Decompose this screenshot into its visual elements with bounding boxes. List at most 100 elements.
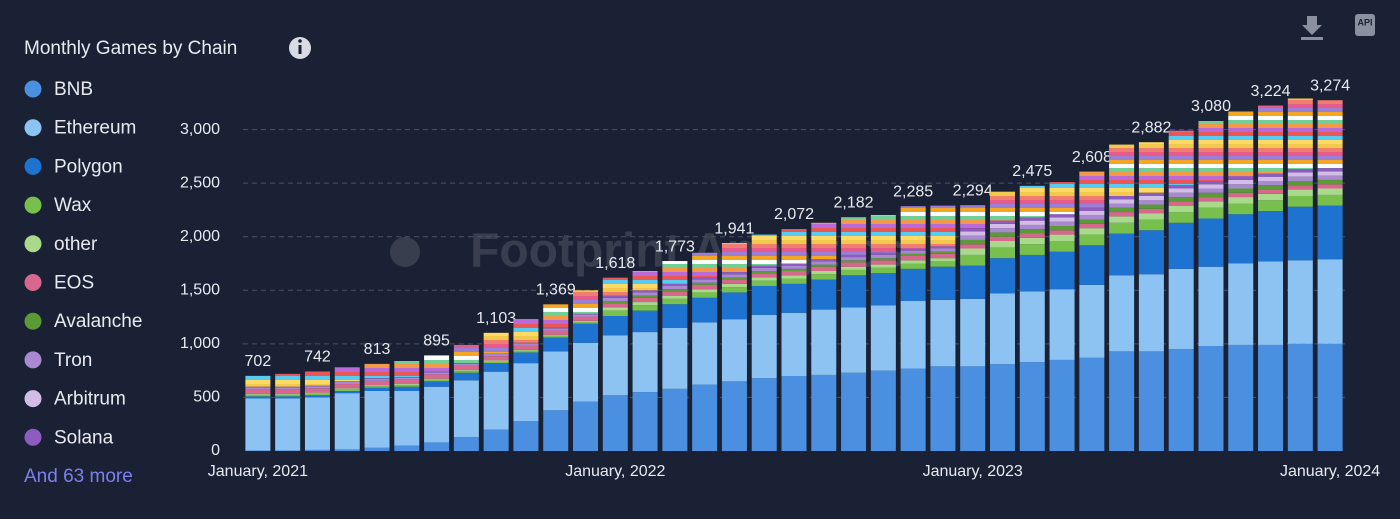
bar-segment bbox=[751, 271, 777, 274]
bar-segment bbox=[543, 335, 569, 338]
bar-segment bbox=[424, 378, 450, 380]
x-tick-label: January, 2024 bbox=[1280, 463, 1380, 480]
bar-segment bbox=[1049, 251, 1075, 290]
legend-swatch bbox=[24, 119, 42, 137]
bar-segment bbox=[602, 316, 628, 336]
bar-segment bbox=[513, 349, 539, 351]
bar-segment bbox=[811, 271, 837, 275]
bar-segment bbox=[1049, 289, 1075, 360]
bar-segment bbox=[304, 392, 330, 394]
bar-segment bbox=[632, 297, 658, 303]
bar-segment bbox=[573, 321, 599, 324]
bar-segment bbox=[602, 303, 628, 308]
bar-segment bbox=[632, 302, 658, 306]
bar-segment bbox=[841, 262, 867, 267]
bar-segment bbox=[930, 258, 956, 262]
bar-segment bbox=[1019, 233, 1045, 238]
bar-segment bbox=[453, 370, 479, 372]
bar-segment bbox=[1287, 98, 1313, 170]
bar-segment bbox=[1019, 217, 1045, 221]
bar-segment bbox=[1109, 144, 1135, 196]
bar-segment bbox=[1198, 201, 1224, 208]
bar-segment bbox=[334, 389, 360, 391]
bar-segment bbox=[1258, 176, 1284, 181]
bar-segment bbox=[1228, 344, 1254, 451]
bar-segment bbox=[1109, 196, 1135, 200]
bar-segment bbox=[573, 290, 599, 314]
bar-segment bbox=[692, 289, 718, 293]
bar-segment bbox=[960, 248, 986, 255]
bar-segment bbox=[692, 322, 718, 385]
bar-segment bbox=[721, 272, 747, 275]
bar-segment bbox=[453, 344, 479, 364]
legend-swatch bbox=[24, 428, 42, 446]
bar-segment bbox=[870, 254, 896, 259]
bar-segment bbox=[602, 277, 628, 296]
bar-segment bbox=[811, 274, 837, 280]
bar-segment bbox=[304, 393, 330, 396]
bar-segment bbox=[632, 305, 658, 311]
bar-segment bbox=[1198, 197, 1224, 202]
bar-segment bbox=[1228, 192, 1254, 198]
bar-segment bbox=[1079, 207, 1105, 211]
info-icon[interactable] bbox=[289, 37, 311, 59]
bar-segment bbox=[1138, 208, 1164, 214]
bar-segment bbox=[1287, 172, 1313, 177]
bar-segment bbox=[721, 279, 747, 284]
bar-segment bbox=[1109, 212, 1135, 217]
bar-segment bbox=[1079, 219, 1105, 224]
bar-segment bbox=[1109, 203, 1135, 208]
bar-segment bbox=[513, 342, 539, 344]
bar-segment bbox=[900, 253, 926, 256]
bar-segment bbox=[1287, 189, 1313, 196]
bar-segment bbox=[483, 360, 509, 362]
bar-segment bbox=[1109, 351, 1135, 451]
bar-segment bbox=[1079, 215, 1105, 220]
bar-segment bbox=[811, 222, 837, 260]
bar-segment bbox=[1138, 196, 1164, 201]
bar-segment bbox=[1198, 121, 1224, 181]
bar-segment bbox=[1168, 185, 1194, 189]
bar-segment bbox=[424, 371, 450, 373]
bar-segment bbox=[1138, 230, 1164, 275]
bar-segment bbox=[573, 323, 599, 343]
bar-segment bbox=[692, 277, 718, 280]
bar-segment bbox=[1138, 219, 1164, 231]
bar-segment bbox=[870, 273, 896, 306]
bar-segment bbox=[1287, 260, 1313, 344]
bar-segment bbox=[930, 253, 956, 259]
legend-label: Wax bbox=[54, 195, 92, 216]
bar-segment bbox=[334, 449, 360, 451]
bar-segment bbox=[543, 410, 569, 451]
bar-segment bbox=[900, 260, 926, 264]
bar-segment bbox=[1079, 357, 1105, 451]
bar-segment bbox=[811, 266, 837, 271]
bar-segment bbox=[543, 337, 569, 352]
bar-segment bbox=[870, 305, 896, 371]
bar-segment bbox=[364, 386, 390, 388]
bar-segment bbox=[424, 374, 450, 379]
bar-segment bbox=[632, 292, 658, 296]
bar-segment bbox=[632, 392, 658, 451]
api-icon[interactable]: API bbox=[1355, 14, 1375, 36]
bar-segment bbox=[1049, 214, 1075, 218]
bar-segment bbox=[841, 266, 867, 270]
bar-segment bbox=[930, 266, 956, 300]
bar-segment bbox=[1228, 188, 1254, 193]
bar-segment bbox=[275, 373, 301, 387]
bar-segment bbox=[483, 356, 509, 361]
bar-segment bbox=[1258, 200, 1284, 211]
bar-segment bbox=[721, 274, 747, 278]
bar-segment bbox=[989, 236, 1015, 241]
bar-segment bbox=[1317, 168, 1343, 172]
download-icon[interactable] bbox=[1301, 16, 1323, 40]
legend-swatch bbox=[24, 80, 42, 98]
legend-more[interactable]: And 63 more bbox=[24, 466, 133, 487]
bar-segment bbox=[1138, 213, 1164, 220]
bar-segment bbox=[751, 234, 777, 266]
bar-segment bbox=[513, 363, 539, 421]
bar-segment bbox=[960, 298, 986, 367]
bar-segment bbox=[1019, 254, 1045, 292]
bar-segment bbox=[1317, 175, 1343, 180]
bar-segment bbox=[1168, 192, 1194, 198]
